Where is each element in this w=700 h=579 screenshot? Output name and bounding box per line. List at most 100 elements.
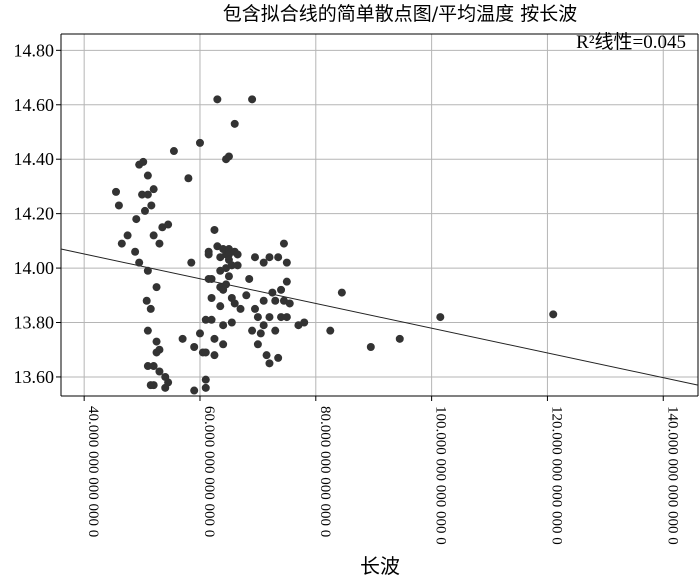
data-point [277,313,286,322]
data-point [147,201,156,210]
x-axis-label: 长波 [360,554,400,578]
data-point [164,220,173,229]
data-point [131,247,140,256]
plot-background [61,34,698,396]
fit-line [60,248,699,386]
data-point [282,258,291,267]
data-point [213,95,222,104]
y-tick-label: 14.60 [14,95,55,115]
data-point [259,321,268,330]
data-point [248,326,257,335]
data-point [195,138,204,147]
x-tick-label: 40.000 000 000 000 0 [85,406,101,537]
data-point [300,318,309,327]
data-point [224,152,233,161]
data-point [245,274,254,283]
data-point [187,258,196,267]
data-point [366,343,375,352]
data-point [268,288,277,297]
data-point [282,313,291,322]
data-point [146,304,155,313]
data-point [337,288,346,297]
data-point [143,171,152,180]
data-point [149,231,158,240]
data-point [259,296,268,305]
data-point [274,253,283,262]
data-point [274,353,283,362]
data-point [242,291,251,300]
data-point [190,386,199,395]
data-point [195,329,204,338]
data-point [248,95,257,104]
data-point [201,315,210,324]
data-point [549,310,558,319]
data-point [265,313,274,322]
data-point [143,266,152,275]
data-point [190,343,199,352]
data-point [395,334,404,343]
data-point [184,174,193,183]
y-tick-label: 13.80 [14,313,55,333]
data-point [253,313,262,322]
grid-lines [61,34,698,396]
data-point [169,147,178,156]
data-point [285,299,294,308]
data-point [282,277,291,286]
data-point [112,187,121,196]
data-point [204,250,213,259]
x-tick-label: 80.000 000 000 000 0 [317,406,333,537]
data-point [210,225,219,234]
data-point [265,253,274,262]
data-point [326,326,335,335]
x-ticks: 40.000 000 000 000 0 60.000 000 000 000 0… [83,396,680,545]
y-tick-label: 14.40 [14,149,55,169]
data-point [271,296,280,305]
data-point [236,304,245,313]
data-point [149,362,158,371]
data-point [277,285,286,294]
data-point [152,337,161,346]
data-point [143,362,152,371]
data-point [219,340,228,349]
data-point [436,313,445,322]
x-tick-label: 120.000 000 000 000 0 [548,406,564,545]
data-point [259,258,268,267]
data-point [250,304,259,313]
fit-label: R²线性=0.045 [576,31,686,53]
data-point [207,294,216,303]
data-point [155,239,164,248]
data-point [143,190,152,199]
data-point [201,348,210,357]
y-tick-label: 14.80 [14,40,55,60]
data-point [253,340,262,349]
data-point [178,334,187,343]
data-point [262,351,271,360]
data-point [230,299,239,308]
data-point [224,272,233,281]
data-point [143,326,152,335]
data-point [135,258,144,267]
x-tick-label: 140.000 000 000 000 0 [664,406,680,545]
data-point [222,280,231,289]
data-point [207,315,216,324]
data-point [201,375,210,384]
data-point [265,359,274,368]
data-point [256,329,265,338]
y-tick-label: 13.60 [14,367,55,387]
data-point [138,190,147,199]
data-point [117,239,126,248]
data-points [112,95,558,395]
x-tick-label: 100.000 000 000 000 0 [433,406,449,545]
data-point [233,261,242,270]
data-point [161,383,170,392]
data-point [210,351,219,360]
data-point [142,296,151,305]
data-point [152,283,161,292]
data-point [233,250,242,259]
data-point [271,326,280,335]
data-point [227,318,236,327]
data-point [230,119,239,128]
data-point [114,201,123,210]
data-point [227,261,236,270]
